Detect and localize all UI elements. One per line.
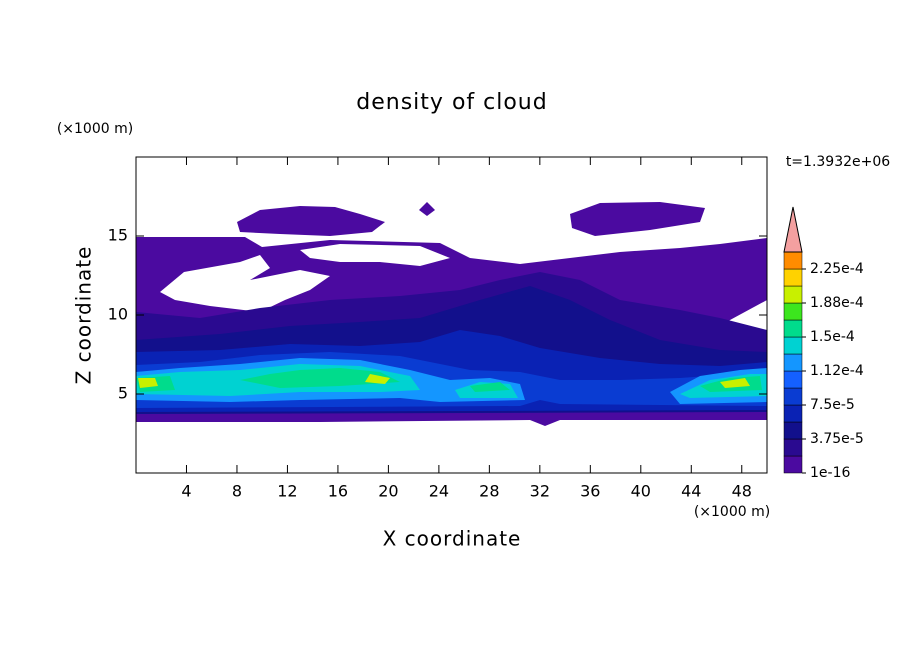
colorbar-band <box>783 404 803 423</box>
colorbar-band <box>783 302 803 321</box>
contour-fill <box>470 376 762 392</box>
y-tick-label: 5 <box>118 384 128 403</box>
contour-gap <box>160 255 330 312</box>
contour-fill <box>419 202 435 216</box>
x-tick-label: 8 <box>232 482 242 501</box>
colorbar-tick-label: 1.12e-4 <box>810 363 864 379</box>
chart-title: density of cloud <box>356 90 547 115</box>
contour-fill <box>237 206 385 236</box>
x-tick-label: 24 <box>429 482 449 501</box>
x-axis-label: X coordinate <box>383 527 522 551</box>
colorbar-band <box>783 353 803 372</box>
x-tick-label: 28 <box>479 482 499 501</box>
contour-gap <box>300 244 450 266</box>
x-tick-label: 44 <box>681 482 701 501</box>
y-unit: (×1000 m) <box>57 121 133 137</box>
colorbar-band <box>783 268 803 287</box>
colorbar-band <box>783 285 803 304</box>
x-unit: (×1000 m) <box>694 504 770 520</box>
x-tick-label: 12 <box>277 482 297 501</box>
colorbar-tick-label: 1.5e-4 <box>810 329 855 345</box>
colorbar-tick-label: 3.75e-5 <box>810 431 864 447</box>
colorbar-tick-label: 1e-16 <box>810 465 850 481</box>
x-tick-label: 32 <box>530 482 550 501</box>
y-axis-label: Z coordinate <box>72 246 96 385</box>
contour-field <box>136 202 767 426</box>
colorbar-band <box>783 421 803 440</box>
colorbar-tick-label: 2.25e-4 <box>810 261 864 277</box>
x-tick-label: 36 <box>580 482 600 501</box>
y-tick-label: 15 <box>108 226 128 245</box>
colorbar-band <box>783 319 803 338</box>
colorbar-tick-label: 7.5e-5 <box>810 397 855 413</box>
contour-fill <box>136 368 400 392</box>
colorbar-tick-label: 1.88e-4 <box>810 295 864 311</box>
colorbar-band <box>783 370 803 389</box>
x-tick-label: 16 <box>328 482 348 501</box>
x-tick-label: 48 <box>732 482 752 501</box>
x-tick-label: 40 <box>631 482 651 501</box>
x-tick-label: 20 <box>378 482 398 501</box>
x-tick-label: 4 <box>181 482 191 501</box>
contour-fill <box>570 202 705 236</box>
time-label: t=1.3932e+06 <box>786 154 890 170</box>
colorbar-band <box>783 251 803 270</box>
colorbar-band <box>783 336 803 355</box>
colorbar-band <box>783 438 803 457</box>
colorbar-band <box>783 387 803 406</box>
colorbar-band <box>783 455 803 474</box>
y-tick-label: 10 <box>108 305 128 324</box>
colorbar-extension <box>783 206 803 253</box>
